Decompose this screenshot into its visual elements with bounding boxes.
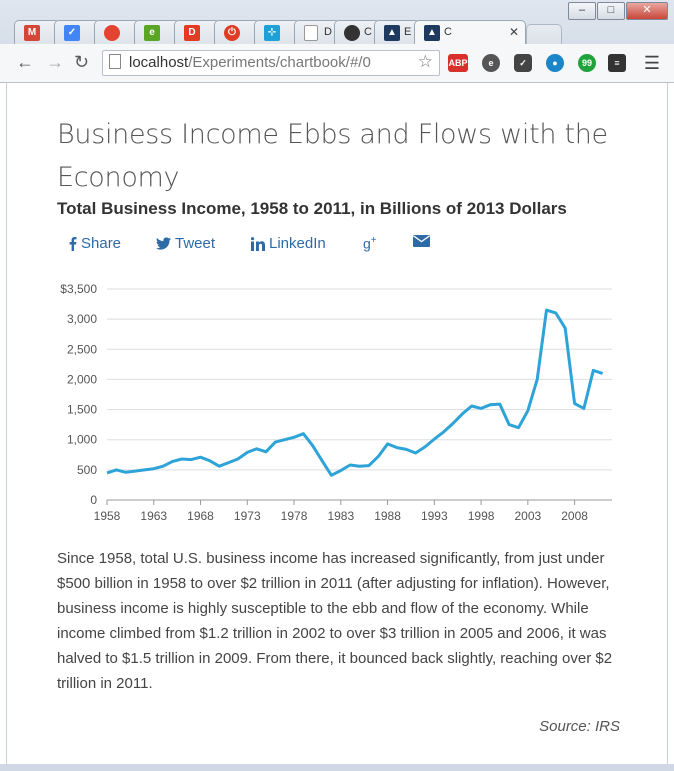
x-tick-label: 1983 [327,509,354,523]
y-tick-label: $3,500 [60,282,97,296]
url-text: localhost/Experiments/chartbook/#/0 [129,54,371,71]
trello-icon: D [184,25,200,41]
window-bottom-border [0,764,674,771]
evernote-icon: e [144,25,160,41]
window-controls: – □ ✕ [568,2,668,20]
chart-subtitle: Total Business Income, 1958 to 2011, in … [57,199,567,218]
menu-icon[interactable]: ☰ [643,53,660,73]
tab-gmail[interactable]: M [14,20,60,45]
income-series-line [106,308,604,477]
analytics-icon: ⊹ [264,25,280,41]
back-icon[interactable]: ← [16,52,34,72]
close-window-icon[interactable]: ✕ [626,2,668,20]
y-tick-label: 2,500 [67,342,97,356]
googleplus-icon: g+ [363,235,377,252]
y-tick-label: 3,000 [67,312,97,326]
maximize-icon[interactable]: □ [597,2,625,20]
tab-app-e[interactable]: ▲ E [374,20,420,45]
x-tick-label: 1998 [468,509,495,523]
forward-icon[interactable]: → [46,52,64,72]
tab-analytics[interactable]: ⊹ [254,20,300,45]
app-icon: ▲ [384,25,400,41]
tab-trello[interactable]: D [174,20,220,45]
x-tick-label: 1963 [140,509,167,523]
power-icon: ⏻ [224,25,240,41]
eye-icon[interactable]: ● [546,54,564,72]
x-tick-label: 1968 [187,509,214,523]
x-tick-label: 1978 [281,509,308,523]
x-tick-label: 2008 [561,509,588,523]
email-share-button[interactable] [413,235,430,247]
x-tick-label: 1988 [374,509,401,523]
source-note: Source: IRS [539,718,620,735]
facebook-share-button[interactable]: Share [68,235,121,252]
inbox-icon: ✓ [64,25,80,41]
x-tick-label: 1973 [234,509,261,523]
tab-inbox[interactable]: ✓ [54,20,100,45]
page-viewport [6,83,668,764]
chat-icon[interactable]: 99 [578,54,596,72]
gmail-icon: M [24,25,40,41]
tab-todoist[interactable] [94,20,140,45]
toolbar: ← → ↻ localhost/Experiments/chartbook/#/… [0,44,674,83]
x-tick-label: 1993 [421,509,448,523]
close-tab-icon[interactable]: ✕ [508,25,519,39]
github-icon [344,25,360,41]
body-paragraph: Since 1958, total U.S. business income h… [57,550,613,692]
tab-github[interactable]: C [334,20,380,45]
y-tick-label: 0 [90,493,97,507]
reload-icon[interactable]: ↻ [74,52,90,72]
tab-document[interactable]: D [294,20,340,45]
page-icon [109,54,121,69]
twitter-icon [156,237,171,250]
y-tick-label: 1,000 [67,433,97,447]
linkedin-share-button[interactable]: LinkedIn [251,235,326,252]
adblock-icon[interactable]: ABP [448,54,468,72]
y-tick-label: 1,500 [67,403,97,417]
layers-icon[interactable]: ≡ [608,54,626,72]
app-icon: ▲ [424,25,440,41]
envelope-icon [413,235,430,247]
page-title: Business Income Ebbs and Flows with the … [57,119,608,193]
todoist-icon [104,25,120,41]
y-tick-label: 500 [77,463,97,477]
tab-power[interactable]: ⏻ [214,20,260,45]
minimize-icon[interactable]: – [568,2,596,20]
googleplus-share-button[interactable]: g+ [363,235,377,252]
income-line-chart: $3,500 3,000 2,500 2,000 1,500 1,000 500 0 1958 1… [60,282,612,523]
evernote-extension-icon[interactable]: e [482,54,500,72]
x-tick-label: 2003 [514,509,541,523]
tab-active[interactable]: ▲ C ✕ [414,20,526,46]
tab-evernote[interactable]: e [134,20,180,45]
y-tick-label: 2,000 [67,372,97,386]
facebook-icon [69,237,77,251]
document-icon [304,25,318,41]
address-bar[interactable]: localhost/Experiments/chartbook/#/0 ☆ [102,50,440,76]
browser-chrome: – □ ✕ M ✓ e D ⏻ ⊹ D C ▲ E ▲ C ✕ ← → ↻ local… [0,0,674,83]
bookmark-star-icon[interactable]: ☆ [417,52,433,71]
new-tab-button[interactable] [526,24,562,45]
twitter-share-button[interactable]: Tweet [156,235,215,252]
linkedin-icon [251,236,265,251]
pocket-icon[interactable]: ✓ [514,54,532,72]
x-tick-label: 1958 [94,509,121,523]
